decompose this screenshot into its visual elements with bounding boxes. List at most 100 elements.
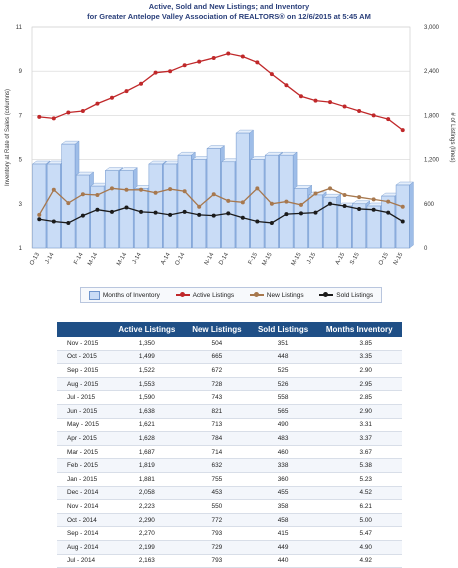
table-row: Nov - 2015 1,350 504 351 3.85 (57, 337, 402, 351)
series-point (298, 211, 303, 216)
series-point (226, 211, 231, 216)
bar (46, 163, 61, 249)
series-point (37, 212, 42, 217)
y-tick-label-right: 3,000 (424, 25, 440, 31)
bar (90, 185, 105, 249)
series-point (182, 209, 187, 214)
series-point (109, 95, 114, 100)
y-tick-label-right: 2,400 (424, 69, 440, 75)
series-point (66, 110, 71, 115)
series-point (109, 186, 114, 191)
value-cell: 784 (184, 431, 250, 446)
series-point (139, 209, 144, 214)
series-line (38, 187, 403, 216)
x-tick-label: O-14 (175, 251, 187, 266)
month-cell: Dec - 2014 (57, 486, 110, 501)
x-tick-label: N-14 (204, 251, 216, 266)
value-cell: 3.35 (316, 350, 402, 365)
series-point (313, 98, 318, 103)
series-point (386, 117, 391, 122)
bar (177, 154, 192, 249)
value-cell: 2.90 (316, 404, 402, 419)
value-cell: 4.90 (316, 540, 402, 555)
value-cell: 821 (184, 404, 250, 419)
bar (148, 163, 163, 249)
month-cell: Jun - 2015 (57, 404, 110, 419)
value-cell: 1,621 (109, 418, 185, 433)
x-tick-label: J-15 (306, 251, 317, 265)
series-point (298, 94, 303, 99)
series-point (313, 210, 318, 215)
table-row: Aug - 2014 2,199 729 449 4.90 (57, 540, 402, 555)
series-point (124, 89, 129, 94)
series-point (124, 187, 129, 192)
x-tick-label: F-15 (248, 251, 260, 265)
chart-subtitle: for Greater Antelope Valley Association … (87, 12, 371, 21)
legend-item-months-inventory: Months of Inventory (88, 290, 160, 300)
series-point (211, 192, 216, 197)
bar (221, 161, 236, 249)
y-axis-title-right: # of Listings (lines) (449, 112, 455, 162)
month-cell: Aug - 2015 (57, 377, 110, 392)
x-tick-label: M-14 (116, 251, 128, 266)
month-cell: Jan - 2015 (57, 472, 110, 487)
y-tick-label-left: 3 (19, 202, 23, 208)
series-point (400, 128, 405, 133)
value-cell: 4.92 (316, 554, 402, 568)
month-cell: Feb - 2015 (57, 458, 110, 473)
series-point (211, 213, 216, 218)
bar (105, 170, 119, 249)
value-cell: 665 (184, 350, 250, 365)
series-point (240, 215, 245, 220)
series-point (400, 204, 405, 209)
listings-table: Active Listings New Listings Sold Listin… (57, 322, 402, 568)
series-point (109, 209, 114, 214)
table-row: Nov - 2014 2,223 550 358 6.21 (57, 499, 402, 514)
x-tick-label: N-15 (393, 251, 405, 266)
bar (163, 163, 178, 249)
y-tick-label-right: 1,800 (424, 113, 440, 119)
series-point (182, 189, 187, 194)
value-cell: 2,163 (109, 554, 185, 568)
series-point (255, 60, 260, 65)
y-axis-title-left: Inventory at Rate of Sales (columns) (5, 89, 11, 186)
bar (134, 188, 148, 249)
table-header: Sold Listings (249, 322, 317, 337)
bar (75, 174, 90, 249)
x-tick-label: M-14 (87, 251, 99, 266)
x-tick-label: F-14 (73, 251, 85, 265)
value-cell: 793 (184, 554, 250, 568)
series-point (255, 186, 260, 191)
table-row: Sep - 2015 1,522 672 525 2.90 (57, 363, 402, 378)
value-cell: 360 (249, 472, 317, 487)
series-point (284, 212, 289, 217)
series-line (39, 203, 404, 224)
value-cell: 358 (249, 499, 317, 514)
y-tick-label-right: 1,200 (424, 158, 440, 164)
series-point (284, 83, 289, 88)
table-row: Oct - 2014 2,290 772 458 5.00 (57, 513, 402, 528)
value-cell: 672 (184, 363, 250, 378)
y-tick-label-left: 5 (19, 158, 23, 164)
y-tick-label-right: 0 (424, 246, 428, 252)
month-cell: Jul - 2014 (57, 554, 110, 568)
series-point (51, 116, 56, 121)
x-tick-label: O-15 (378, 251, 390, 266)
month-cell: Jul - 2015 (57, 390, 110, 405)
legend-label: Sold Listings (336, 291, 374, 299)
value-cell: 1,638 (109, 404, 185, 419)
value-cell: 2,290 (109, 513, 185, 528)
value-cell: 525 (249, 363, 317, 378)
series-point (269, 220, 274, 225)
value-cell: 2.85 (316, 390, 402, 405)
x-tick-label: M-15 (291, 251, 303, 266)
series-point (37, 217, 42, 222)
table-row: Sep - 2014 2,270 793 415 5.47 (57, 526, 402, 541)
series-point (153, 190, 158, 195)
series-point (80, 213, 85, 218)
series-point (95, 101, 100, 106)
value-cell: 338 (249, 458, 317, 473)
series-point (139, 81, 144, 86)
month-cell: Nov - 2014 (57, 499, 110, 514)
bar (352, 203, 367, 249)
